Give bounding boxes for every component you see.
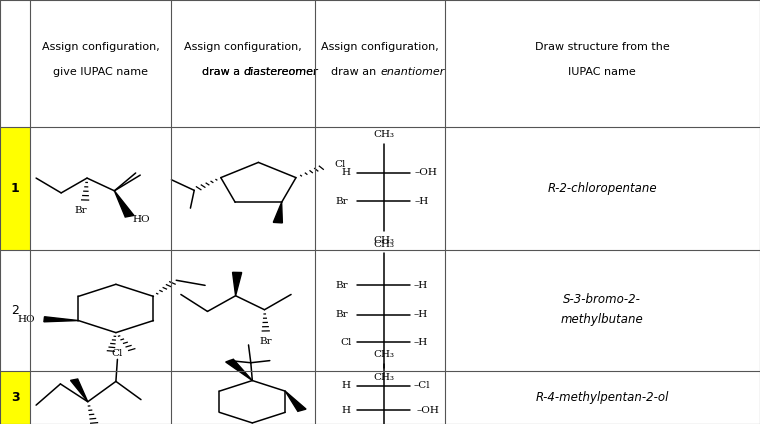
Text: CH₃: CH₃: [373, 373, 394, 382]
Text: CH₃: CH₃: [373, 240, 394, 248]
Text: Br: Br: [74, 206, 87, 215]
Text: HO: HO: [18, 315, 36, 324]
Text: –H: –H: [415, 197, 429, 206]
Text: H: H: [341, 406, 350, 415]
Polygon shape: [114, 191, 134, 217]
Text: –OH: –OH: [414, 168, 437, 177]
Bar: [1, 251, 30, 371]
Text: enantiomer: enantiomer: [380, 67, 445, 77]
Text: –Cl: –Cl: [413, 381, 430, 390]
Text: draw a: draw a: [201, 67, 243, 77]
Text: –H: –H: [413, 338, 427, 347]
Text: Assign configuration,: Assign configuration,: [185, 42, 302, 52]
Text: Cl: Cl: [340, 338, 351, 347]
Polygon shape: [285, 391, 306, 411]
Text: Br: Br: [336, 310, 348, 319]
Text: diastereomer: diastereomer: [243, 67, 318, 77]
Text: Assign configuration,: Assign configuration,: [321, 42, 439, 52]
Text: draw an: draw an: [331, 67, 380, 77]
Text: diastereomer: diastereomer: [243, 67, 318, 77]
Text: IUPAC name: IUPAC name: [568, 67, 636, 77]
Polygon shape: [71, 379, 88, 402]
Polygon shape: [233, 272, 242, 296]
Text: 3: 3: [11, 391, 20, 404]
Text: HO: HO: [132, 215, 150, 224]
Text: Br: Br: [336, 281, 348, 290]
Polygon shape: [44, 317, 78, 322]
Text: R-2-chloropentane: R-2-chloropentane: [547, 182, 657, 195]
Text: give IUPAC name: give IUPAC name: [53, 67, 148, 77]
Polygon shape: [226, 359, 252, 381]
Polygon shape: [274, 202, 283, 223]
Text: Cl: Cl: [112, 349, 123, 358]
Bar: [1, 128, 30, 250]
Text: draw a: draw a: [201, 67, 243, 77]
Text: H: H: [341, 381, 350, 390]
Text: –OH: –OH: [416, 406, 439, 415]
Text: CH₃: CH₃: [373, 130, 394, 139]
Text: S-3-bromo-2-: S-3-bromo-2-: [563, 293, 641, 307]
Bar: [1, 371, 30, 424]
Text: Assign configuration,: Assign configuration,: [42, 42, 160, 52]
Text: CH₃: CH₃: [373, 350, 394, 359]
Text: 2: 2: [11, 304, 19, 317]
Text: CH₃: CH₃: [373, 236, 394, 245]
Text: Draw structure from the: Draw structure from the: [535, 42, 670, 52]
Text: R-4-methylpentan-2-ol: R-4-methylpentan-2-ol: [536, 391, 669, 404]
Text: –H: –H: [413, 281, 427, 290]
Text: Cl: Cl: [334, 160, 346, 170]
Text: methylbutane: methylbutane: [561, 312, 644, 326]
Text: H: H: [341, 168, 350, 177]
Text: –H: –H: [413, 310, 427, 319]
Text: Br: Br: [336, 197, 348, 206]
Text: Br: Br: [260, 337, 272, 346]
Text: 1: 1: [11, 182, 20, 195]
